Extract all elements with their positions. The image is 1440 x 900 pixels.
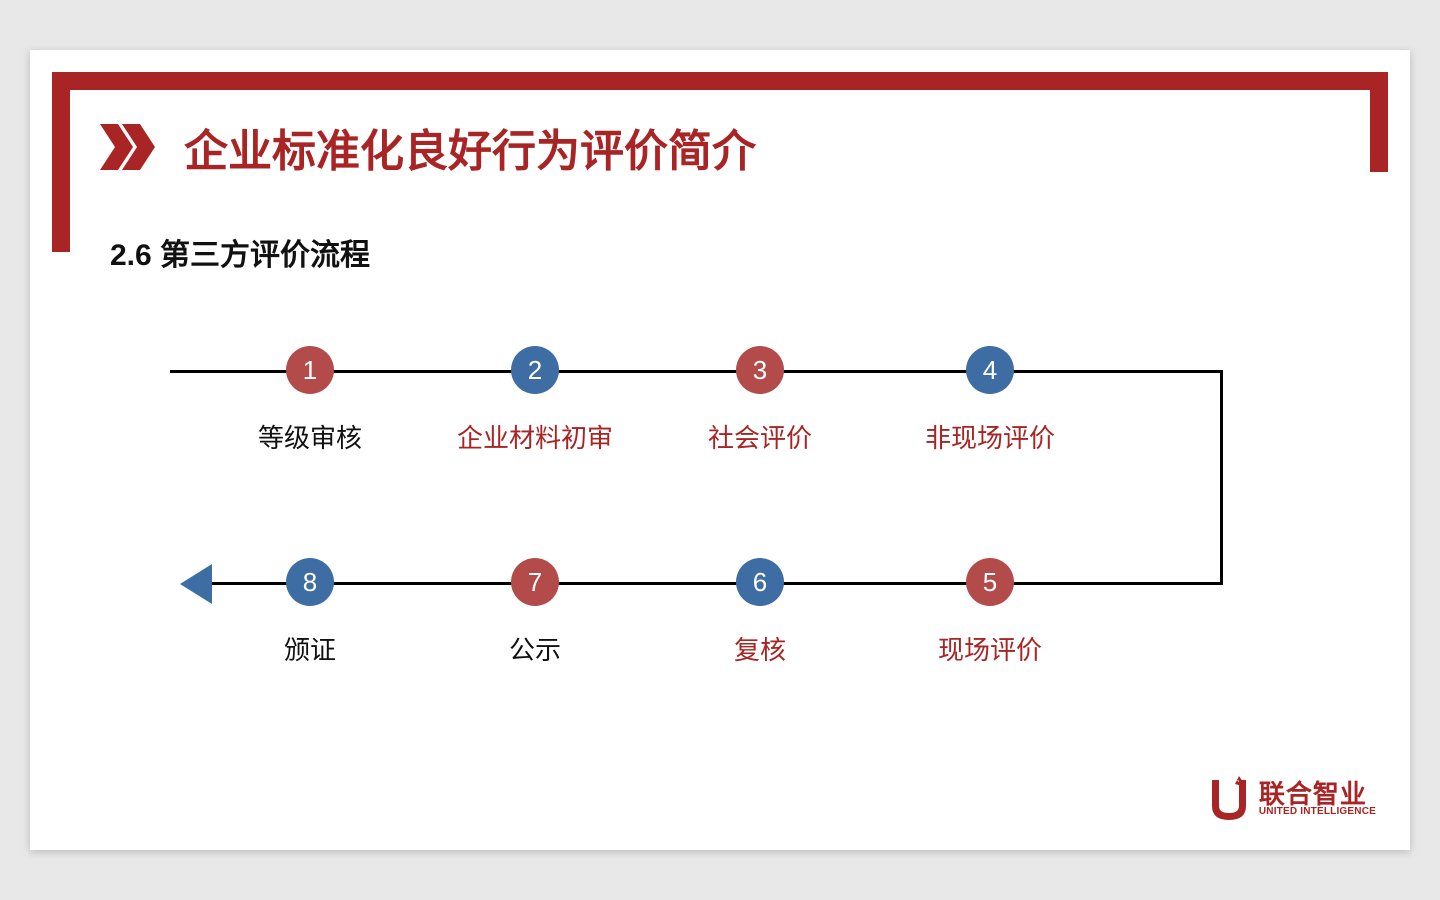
logo-text: 联合智业 UNITED INTELLIGENCE [1259, 781, 1376, 817]
brand-logo: 联合智业 UNITED INTELLIGENCE [1209, 776, 1376, 822]
chevrons-icon [100, 124, 156, 170]
flow-node-4: 4 [966, 346, 1014, 394]
slide: 企业标准化良好行为评价简介 2.6 第三方评价流程 1 等级审核 2 企业材料初审 3 社… [30, 50, 1410, 850]
flow-node-3: 3 [736, 346, 784, 394]
flow-label-7: 公示 [509, 630, 561, 667]
flow-line-bottom [210, 582, 1223, 585]
frame-right [1370, 72, 1388, 172]
section-subtitle: 2.6 第三方评价流程 [110, 230, 370, 274]
flow-label-2: 企业材料初审 [457, 418, 613, 455]
flow-node-6: 6 [736, 558, 784, 606]
logo-en: UNITED INTELLIGENCE [1259, 807, 1376, 817]
frame-left [52, 72, 70, 252]
flow-label-1: 等级审核 [258, 418, 362, 455]
title-row: 企业标准化良好行为评价简介 [100, 115, 756, 179]
flow-label-3: 社会评价 [708, 418, 812, 455]
flow-node-5: 5 [966, 558, 1014, 606]
flow-label-8: 颁证 [284, 630, 336, 667]
flow-arrowhead-icon [180, 564, 212, 604]
process-flow: 1等级审核2企业材料初审3社会评价4非现场评价5现场评价6复核7公示8颁证 [170, 330, 1220, 630]
flow-node-7: 7 [511, 558, 559, 606]
page-title: 企业标准化良好行为评价简介 [184, 115, 756, 179]
flow-label-4: 非现场评价 [925, 418, 1055, 455]
flow-node-2: 2 [511, 346, 559, 394]
flow-label-5: 现场评价 [938, 630, 1042, 667]
logo-mark-icon [1209, 776, 1249, 822]
flow-node-1: 1 [286, 346, 334, 394]
flow-label-6: 复核 [734, 630, 786, 667]
frame-top [52, 72, 1388, 90]
flow-node-8: 8 [286, 558, 334, 606]
flow-line-right [1220, 370, 1223, 585]
logo-cn: 联合智业 [1259, 781, 1376, 807]
